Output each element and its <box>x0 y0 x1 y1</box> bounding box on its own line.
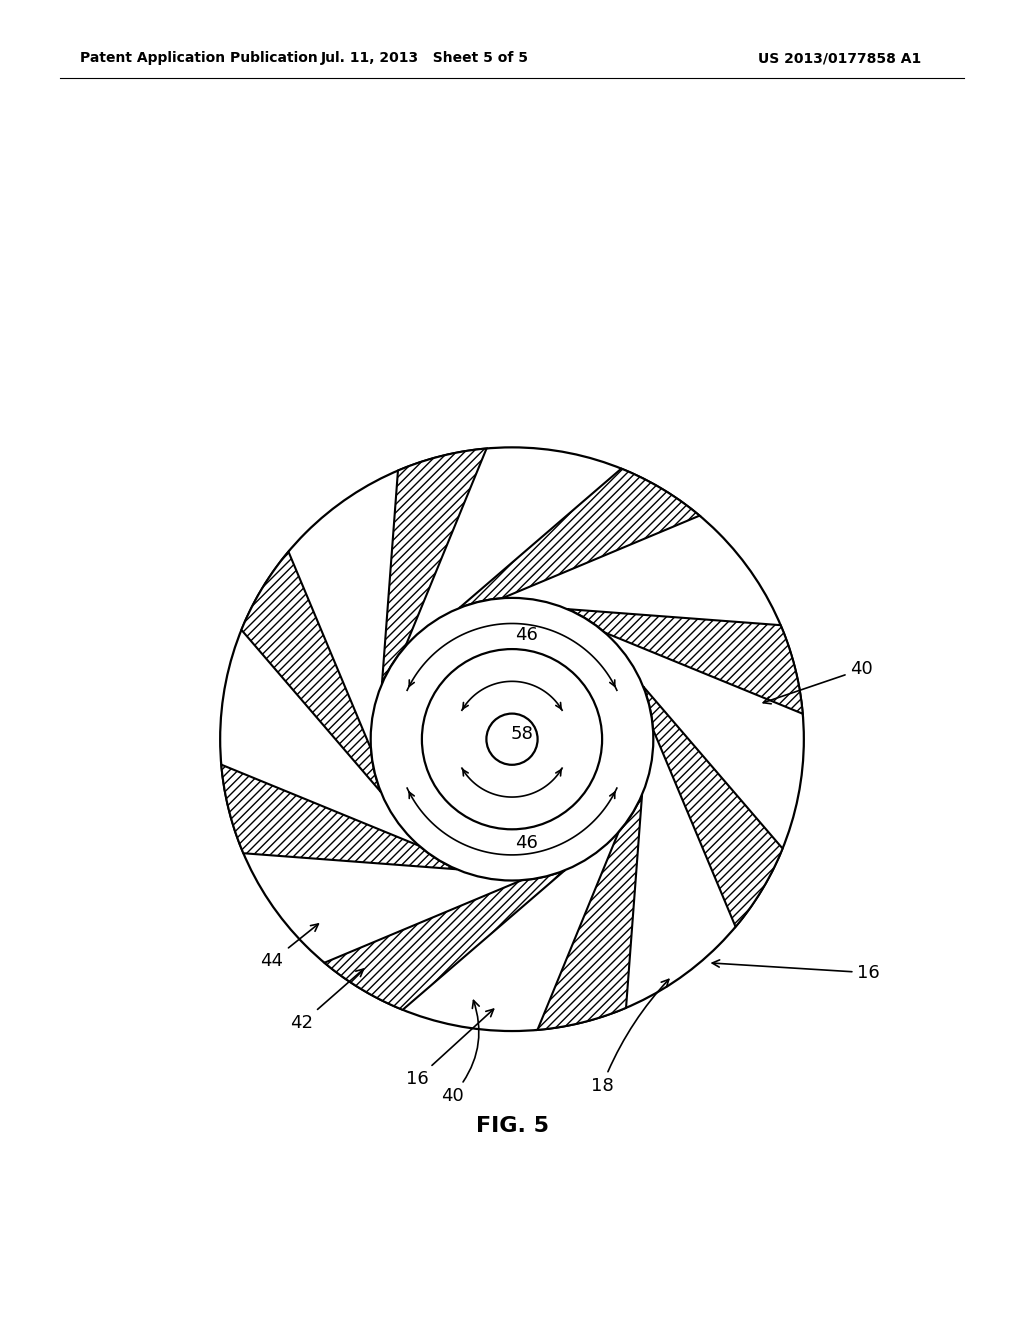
Text: 40: 40 <box>440 1001 479 1105</box>
Polygon shape <box>325 870 565 1010</box>
Text: 16: 16 <box>713 960 881 982</box>
Text: Jul. 11, 2013   Sheet 5 of 5: Jul. 11, 2013 Sheet 5 of 5 <box>321 51 529 65</box>
Polygon shape <box>221 764 457 870</box>
Polygon shape <box>459 469 699 609</box>
Text: 18: 18 <box>591 979 669 1096</box>
Text: US 2013/0177858 A1: US 2013/0177858 A1 <box>758 51 922 65</box>
Polygon shape <box>382 449 486 684</box>
Circle shape <box>486 714 538 764</box>
Text: Patent Application Publication: Patent Application Publication <box>80 51 317 65</box>
Circle shape <box>371 598 653 880</box>
Text: 16: 16 <box>406 1010 494 1088</box>
Polygon shape <box>643 686 782 927</box>
Text: 58: 58 <box>511 725 534 743</box>
Text: 44: 44 <box>260 924 318 970</box>
Text: 46: 46 <box>515 834 539 851</box>
Polygon shape <box>242 552 381 792</box>
Polygon shape <box>567 609 803 714</box>
Polygon shape <box>538 795 642 1030</box>
Text: 46: 46 <box>515 627 539 644</box>
Text: 42: 42 <box>291 969 364 1032</box>
Text: FIG. 5: FIG. 5 <box>475 1115 549 1137</box>
Text: 40: 40 <box>763 660 873 704</box>
Circle shape <box>422 649 602 829</box>
